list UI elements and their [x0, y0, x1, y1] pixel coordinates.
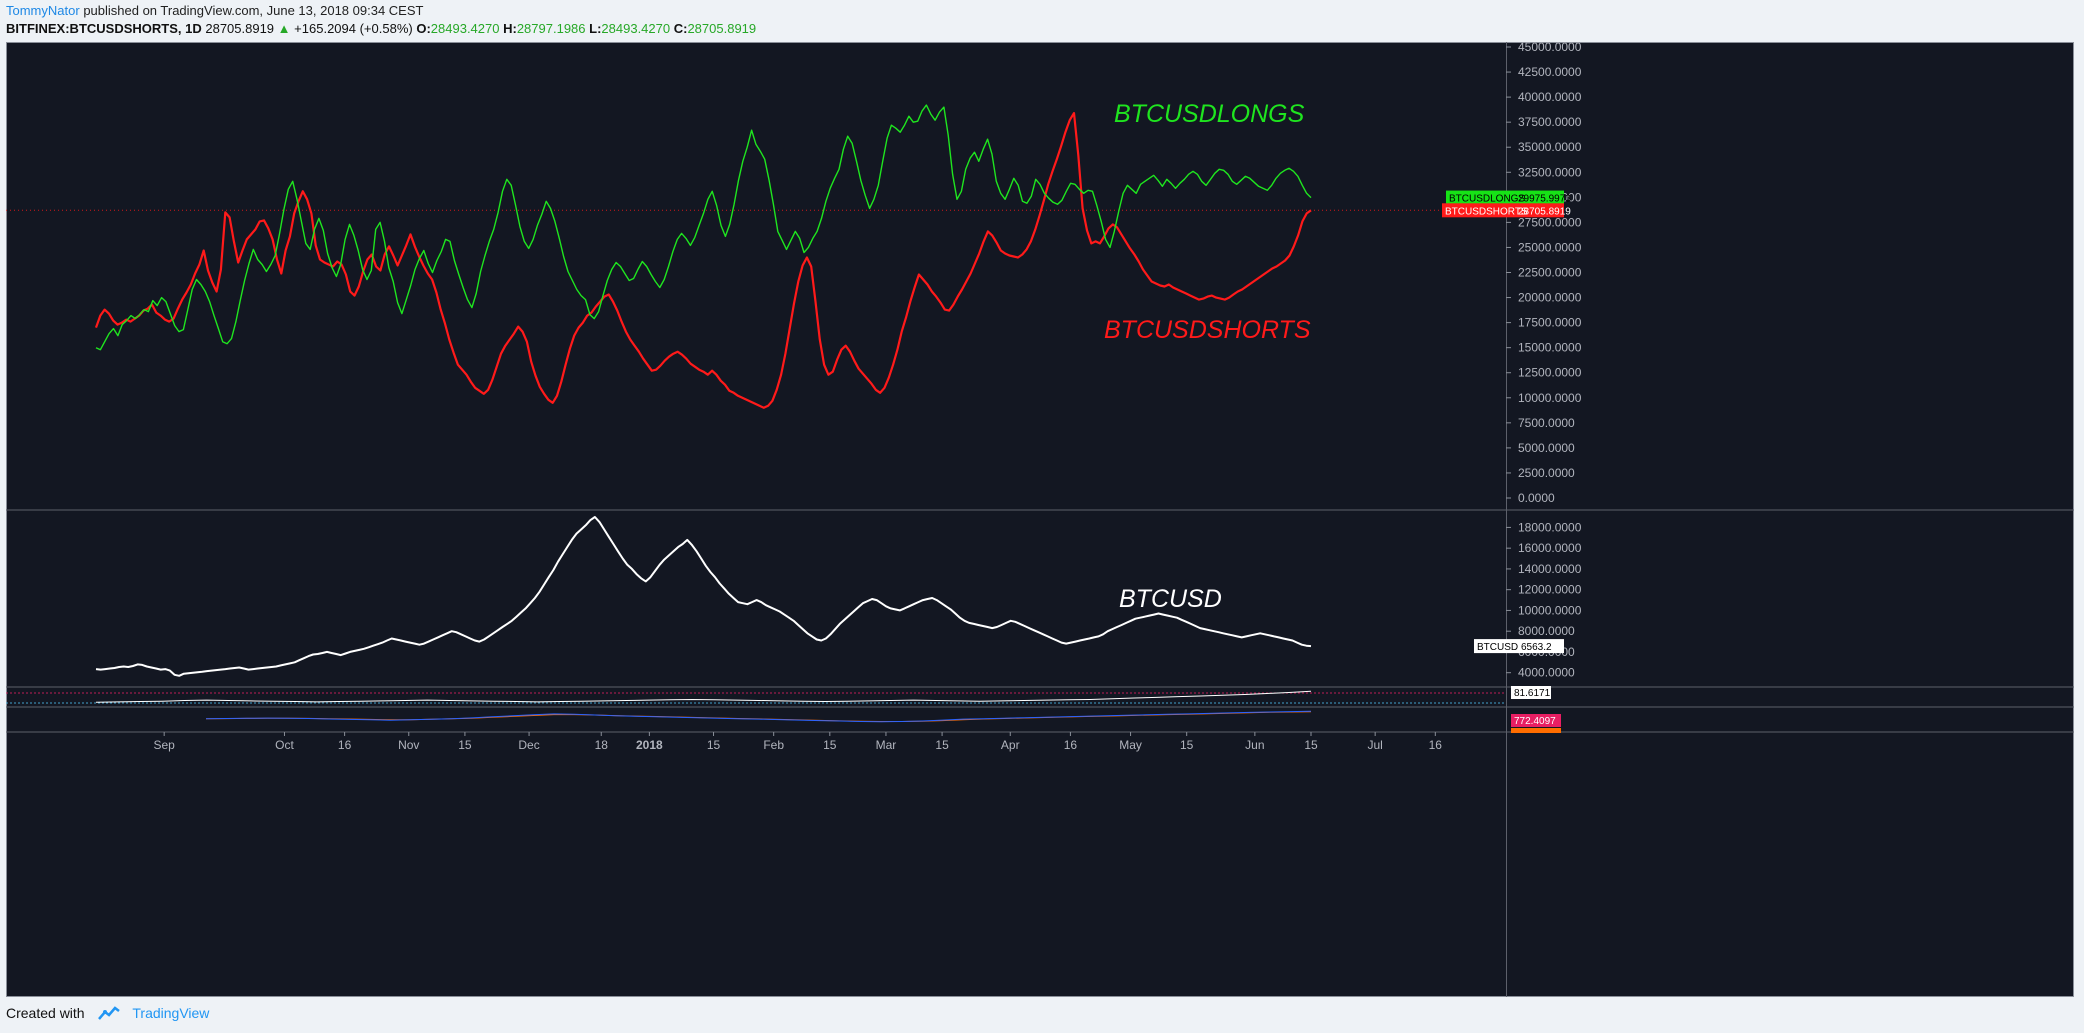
open-value: 28493.4270: [430, 21, 500, 36]
price-label-macd: 772.4097: [1511, 714, 1561, 727]
series-line-btcusdshorts: [94, 112, 1312, 409]
x-tick-label: 15: [1180, 738, 1194, 752]
change-value: +165.2094 (+0.58%): [294, 21, 413, 36]
annotation-label: BTCUSD: [1119, 585, 1222, 613]
price-label-btcusd: BTCUSD 6563.2: [1474, 639, 1564, 654]
y-tick-label: 4000.0000: [1518, 666, 1575, 680]
y-tick-label: 14000.0000: [1518, 562, 1582, 576]
price-label-background: [1446, 190, 1564, 205]
footer: Created with TradingView: [6, 1005, 209, 1023]
y-tick-label: 2500.0000: [1518, 466, 1575, 480]
y-tick-label: 16000.0000: [1518, 541, 1582, 555]
price-label-background: [1511, 714, 1561, 727]
up-arrow-icon: ▲: [277, 21, 291, 36]
x-tick-label: Oct: [275, 738, 294, 752]
y-tick-label: 22500.0000: [1518, 266, 1582, 280]
y-tick-label: 15000.0000: [1518, 341, 1582, 355]
high-label: H:: [503, 21, 517, 36]
series-line-oscillator: [95, 690, 1312, 703]
x-tick-label: 16: [338, 738, 352, 752]
price-label-value: 29975.9973: [1518, 194, 1571, 205]
price-label-series-name: BTCUSDLONGS: [1449, 194, 1525, 205]
y-tick-label: 40000.0000: [1518, 90, 1582, 104]
x-tick-label: 15: [707, 738, 721, 752]
series-line-macd: [205, 710, 1312, 723]
y-tick-label: 10000.0000: [1518, 391, 1582, 405]
symbol-label: BITFINEX:BTCUSDSHORTS, 1D: [6, 21, 202, 36]
series-line-btcusd: [95, 516, 1312, 677]
tradingview-link[interactable]: TradingView: [132, 1005, 210, 1021]
x-tick-label: Jun: [1245, 738, 1264, 752]
y-tick-label: 5000.0000: [1518, 441, 1575, 455]
chart-background: [6, 42, 2074, 732]
y-tick-label: 32500.0000: [1518, 165, 1582, 179]
y-tick-label: 18000.0000: [1518, 520, 1582, 534]
y-tick-label: 17500.0000: [1518, 316, 1582, 330]
y-tick-label: 0.0000: [1518, 491, 1555, 505]
x-tick-label: 16: [1064, 738, 1078, 752]
published-text: published on TradingView.com, June 13, 2…: [83, 3, 424, 18]
ohlc-line: BITFINEX:BTCUSDSHORTS, 1D 28705.8919 ▲ +…: [6, 21, 756, 36]
x-tick-label: Nov: [398, 738, 419, 752]
x-tick-label: 18: [595, 738, 609, 752]
low-value: 28493.4270: [601, 21, 671, 36]
low-label: L:: [589, 21, 602, 36]
tradingview-logo-icon[interactable]: [98, 1006, 121, 1023]
price-label-oscillator: 81.6171: [1511, 686, 1551, 699]
x-tick-label: Mar: [876, 738, 897, 752]
price-label-series-name: BTCUSD: [1477, 642, 1518, 653]
x-tick-label: 16: [1429, 738, 1443, 752]
y-tick-label: 10000.0000: [1518, 603, 1582, 617]
y-tick-label: 12500.0000: [1518, 366, 1582, 380]
y-tick-label: 42500.0000: [1518, 65, 1582, 79]
close-label: C:: [673, 21, 688, 36]
chart-border: [6, 42, 2074, 997]
close-value: 28705.8919: [687, 21, 757, 36]
y-tick-label: 35000.0000: [1518, 140, 1582, 154]
price-label-value: 81.6171: [1514, 688, 1551, 699]
x-tick-label: 15: [1304, 738, 1318, 752]
x-tick-label: Feb: [763, 738, 784, 752]
last-price: 28705.8919: [205, 21, 275, 36]
price-label-value: 772.4097: [1514, 716, 1556, 727]
annotation-label: BTCUSDSHORTS: [1104, 316, 1311, 344]
price-label-background: [1442, 203, 1564, 218]
price-label-series-name: BTCUSDSHORTS: [1445, 206, 1528, 217]
x-tick-label: May: [1119, 738, 1142, 752]
annotation-label: BTCUSDLONGS: [1114, 100, 1305, 128]
time-axis-background: [6, 732, 2074, 997]
y-tick-label: 7500.0000: [1518, 416, 1575, 430]
y-tick-label: 25000.0000: [1518, 240, 1582, 254]
y-tick-label: 45000.0000: [1518, 42, 1582, 54]
x-tick-label: 15: [823, 738, 837, 752]
price-label-background: [1474, 639, 1564, 654]
y-tick-label: 20000.0000: [1518, 291, 1582, 305]
created-with-label: Created with: [6, 1005, 85, 1021]
chart-svg[interactable]: 45000.0000 42500.0000 40000.0000 37500.0000…: [6, 40, 2074, 997]
x-tick-label: 15: [935, 738, 949, 752]
x-tick-label: Apr: [1001, 738, 1020, 752]
price-label-background: [1511, 686, 1551, 699]
open-label: O:: [416, 21, 431, 36]
publish-line: TommyNator published on TradingView.com,…: [6, 3, 423, 18]
y-tick-label: 37500.0000: [1518, 115, 1582, 129]
x-tick-label: 15: [458, 738, 472, 752]
x-tick-label: Sep: [153, 738, 175, 752]
x-tick-label: 2018: [636, 738, 663, 752]
y-tick-label: 12000.0000: [1518, 583, 1582, 597]
price-label-value: 28705.8919: [1518, 206, 1571, 217]
chart-area[interactable]: 45000.0000 42500.0000 40000.0000 37500.0000…: [6, 40, 2074, 997]
x-tick-label: Jul: [1367, 738, 1382, 752]
series-line-btcusdlongs: [95, 104, 1312, 351]
high-value: 28797.1986: [516, 21, 586, 36]
x-tick-label: Dec: [518, 738, 539, 752]
price-label-background: [1511, 728, 1561, 733]
price-label-macd-signal: [1511, 728, 1561, 733]
price-label-value: 6563.2: [1521, 642, 1552, 653]
author-link[interactable]: TommyNator: [6, 3, 80, 18]
y-tick-label: 27500.0000: [1518, 215, 1582, 229]
y-tick-label: 8000.0000: [1518, 624, 1575, 638]
